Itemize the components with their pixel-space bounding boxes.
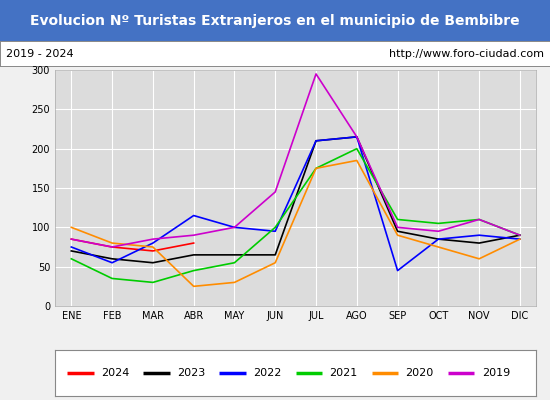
Text: 2024: 2024 [101, 368, 129, 378]
Text: 2023: 2023 [177, 368, 205, 378]
Text: 2022: 2022 [253, 368, 282, 378]
Text: 2021: 2021 [329, 368, 358, 378]
Text: http://www.foro-ciudad.com: http://www.foro-ciudad.com [389, 49, 544, 59]
Text: 2019 - 2024: 2019 - 2024 [6, 49, 73, 59]
Text: 2019: 2019 [482, 368, 510, 378]
Text: Evolucion Nº Turistas Extranjeros en el municipio de Bembibre: Evolucion Nº Turistas Extranjeros en el … [30, 14, 520, 28]
Text: 2020: 2020 [405, 368, 434, 378]
